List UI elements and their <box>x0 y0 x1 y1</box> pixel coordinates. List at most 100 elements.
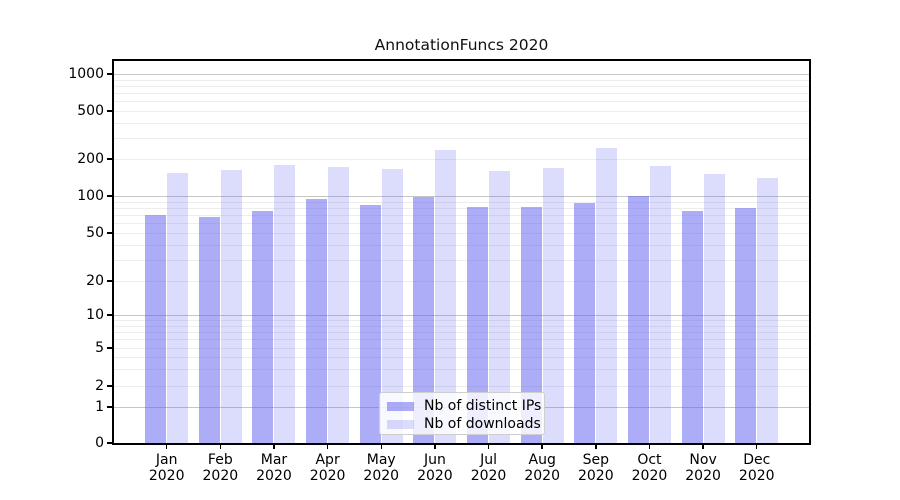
x-axis-tick-label: Feb 2020 <box>202 452 239 484</box>
gridline-minor <box>114 369 809 371</box>
bar-distinct-ips <box>574 203 596 443</box>
gridline-minor <box>114 79 809 81</box>
y-axis-tick-label: 10 <box>86 307 104 323</box>
gridline-minor <box>114 259 809 261</box>
x-axis-tick-mark <box>755 445 758 449</box>
y-axis-tick-label: 50 <box>86 225 104 241</box>
bar-downloads <box>435 150 457 443</box>
bar-distinct-ips <box>359 204 381 443</box>
x-axis-tick-mark <box>487 445 490 449</box>
bar-downloads <box>596 148 618 443</box>
x-axis-tick-label: Jan 2020 <box>148 452 185 484</box>
y-axis-tick-label: 100 <box>77 188 104 204</box>
gridline-minor <box>114 111 809 112</box>
x-axis-tick-label: Jul 2020 <box>470 452 507 484</box>
y-axis-tick-mark <box>107 385 112 387</box>
legend: Nb of distinct IPs Nb of downloads <box>379 392 545 435</box>
y-axis-tick-mark <box>107 406 112 408</box>
bar-downloads <box>757 178 779 443</box>
x-axis-tick-mark <box>648 445 651 449</box>
y-axis-tick-label: 5 <box>95 340 104 356</box>
gridline-major <box>114 74 809 75</box>
x-axis-tick-label: Oct 2020 <box>631 452 668 484</box>
x-axis-tick-label: Apr 2020 <box>309 452 346 484</box>
y-axis-tick-mark <box>107 347 112 349</box>
bar-distinct-ips <box>520 207 542 443</box>
y-axis-tick-label: 200 <box>77 151 104 167</box>
legend-swatch-downloads <box>387 419 414 429</box>
y-axis-tick-mark <box>107 110 112 112</box>
bar-distinct-ips <box>735 207 757 443</box>
plot-area <box>114 61 809 443</box>
x-axis-tick-label: Dec 2020 <box>738 452 775 484</box>
bar-distinct-ips <box>198 216 220 443</box>
gridline-minor <box>114 207 809 209</box>
bar-distinct-ips <box>681 211 703 443</box>
gridline-minor <box>114 325 809 327</box>
x-axis-tick-mark <box>702 445 704 449</box>
gridline-minor <box>114 93 809 95</box>
x-axis-tick-mark <box>380 445 382 449</box>
x-axis-tick-mark <box>165 445 168 449</box>
gridline-minor <box>114 244 809 246</box>
y-axis-tick-label: 500 <box>77 103 104 119</box>
gridline-minor <box>114 122 809 124</box>
y-axis-tick-label: 0 <box>95 435 104 451</box>
gridline-minor <box>114 339 809 341</box>
x-axis-tick-label: Jun 2020 <box>417 452 453 484</box>
x-axis-tick-label: May 2020 <box>363 452 400 484</box>
gridline-minor <box>114 137 809 139</box>
y-axis-tick-mark <box>107 158 112 160</box>
legend-item-ips: Nb of distinct IPs <box>387 397 544 415</box>
bar-downloads <box>274 164 296 443</box>
bar-downloads <box>703 174 725 443</box>
x-axis-tick-label: Nov 2020 <box>685 452 721 484</box>
y-axis-tick-mark <box>107 195 112 197</box>
gridline-minor <box>114 331 809 333</box>
x-axis-tick-label: Aug 2020 <box>524 452 560 484</box>
bar-distinct-ips <box>627 196 649 443</box>
bar-downloads <box>649 165 671 443</box>
legend-swatch-ips <box>387 401 414 411</box>
gridline-minor <box>114 357 809 359</box>
y-axis-tick-label: 1000 <box>68 66 104 82</box>
y-axis-tick-mark <box>107 442 112 444</box>
gridline-minor <box>114 320 809 322</box>
x-axis-tick-mark <box>219 445 222 449</box>
bar-distinct-ips <box>306 199 328 443</box>
x-axis-tick-label: Mar 2020 <box>256 452 292 484</box>
y-axis-tick-label: 1 <box>95 399 104 415</box>
gridline-major <box>114 315 809 316</box>
x-axis-tick-mark <box>595 445 597 449</box>
bar-downloads <box>220 169 242 443</box>
bar-downloads <box>489 170 511 443</box>
legend-label-downloads: Nb of downloads <box>424 416 541 432</box>
legend-label-ips: Nb of distinct IPs <box>424 398 542 414</box>
plot-border <box>112 59 811 445</box>
bar-downloads <box>542 168 564 443</box>
x-axis-tick-mark <box>326 445 329 449</box>
x-axis-tick-mark <box>273 445 275 449</box>
gridline-minor <box>114 201 809 203</box>
y-axis-tick-label: 2 <box>95 378 104 394</box>
gridline-minor <box>114 215 809 217</box>
chart-title: AnnotationFuncs 2020 <box>374 36 549 54</box>
legend-item-downloads: Nb of downloads <box>387 415 544 433</box>
bar-distinct-ips <box>145 215 167 443</box>
y-axis-tick-mark <box>107 73 112 75</box>
gridline-minor <box>114 223 809 225</box>
gridline-minor <box>114 159 809 160</box>
gridline-minor <box>114 281 809 282</box>
bar-downloads <box>381 168 403 443</box>
y-axis-tick-mark <box>107 232 112 234</box>
bar-distinct-ips <box>413 197 435 443</box>
gridline-minor <box>114 85 809 87</box>
y-axis-tick-mark <box>107 314 112 316</box>
bar-downloads <box>167 173 189 443</box>
gridline-minor <box>114 101 809 103</box>
x-axis-tick-label: Sep 2020 <box>577 452 614 484</box>
bar-downloads <box>328 167 350 443</box>
y-axis-tick-mark <box>107 280 112 282</box>
x-axis-tick-mark <box>541 445 543 449</box>
